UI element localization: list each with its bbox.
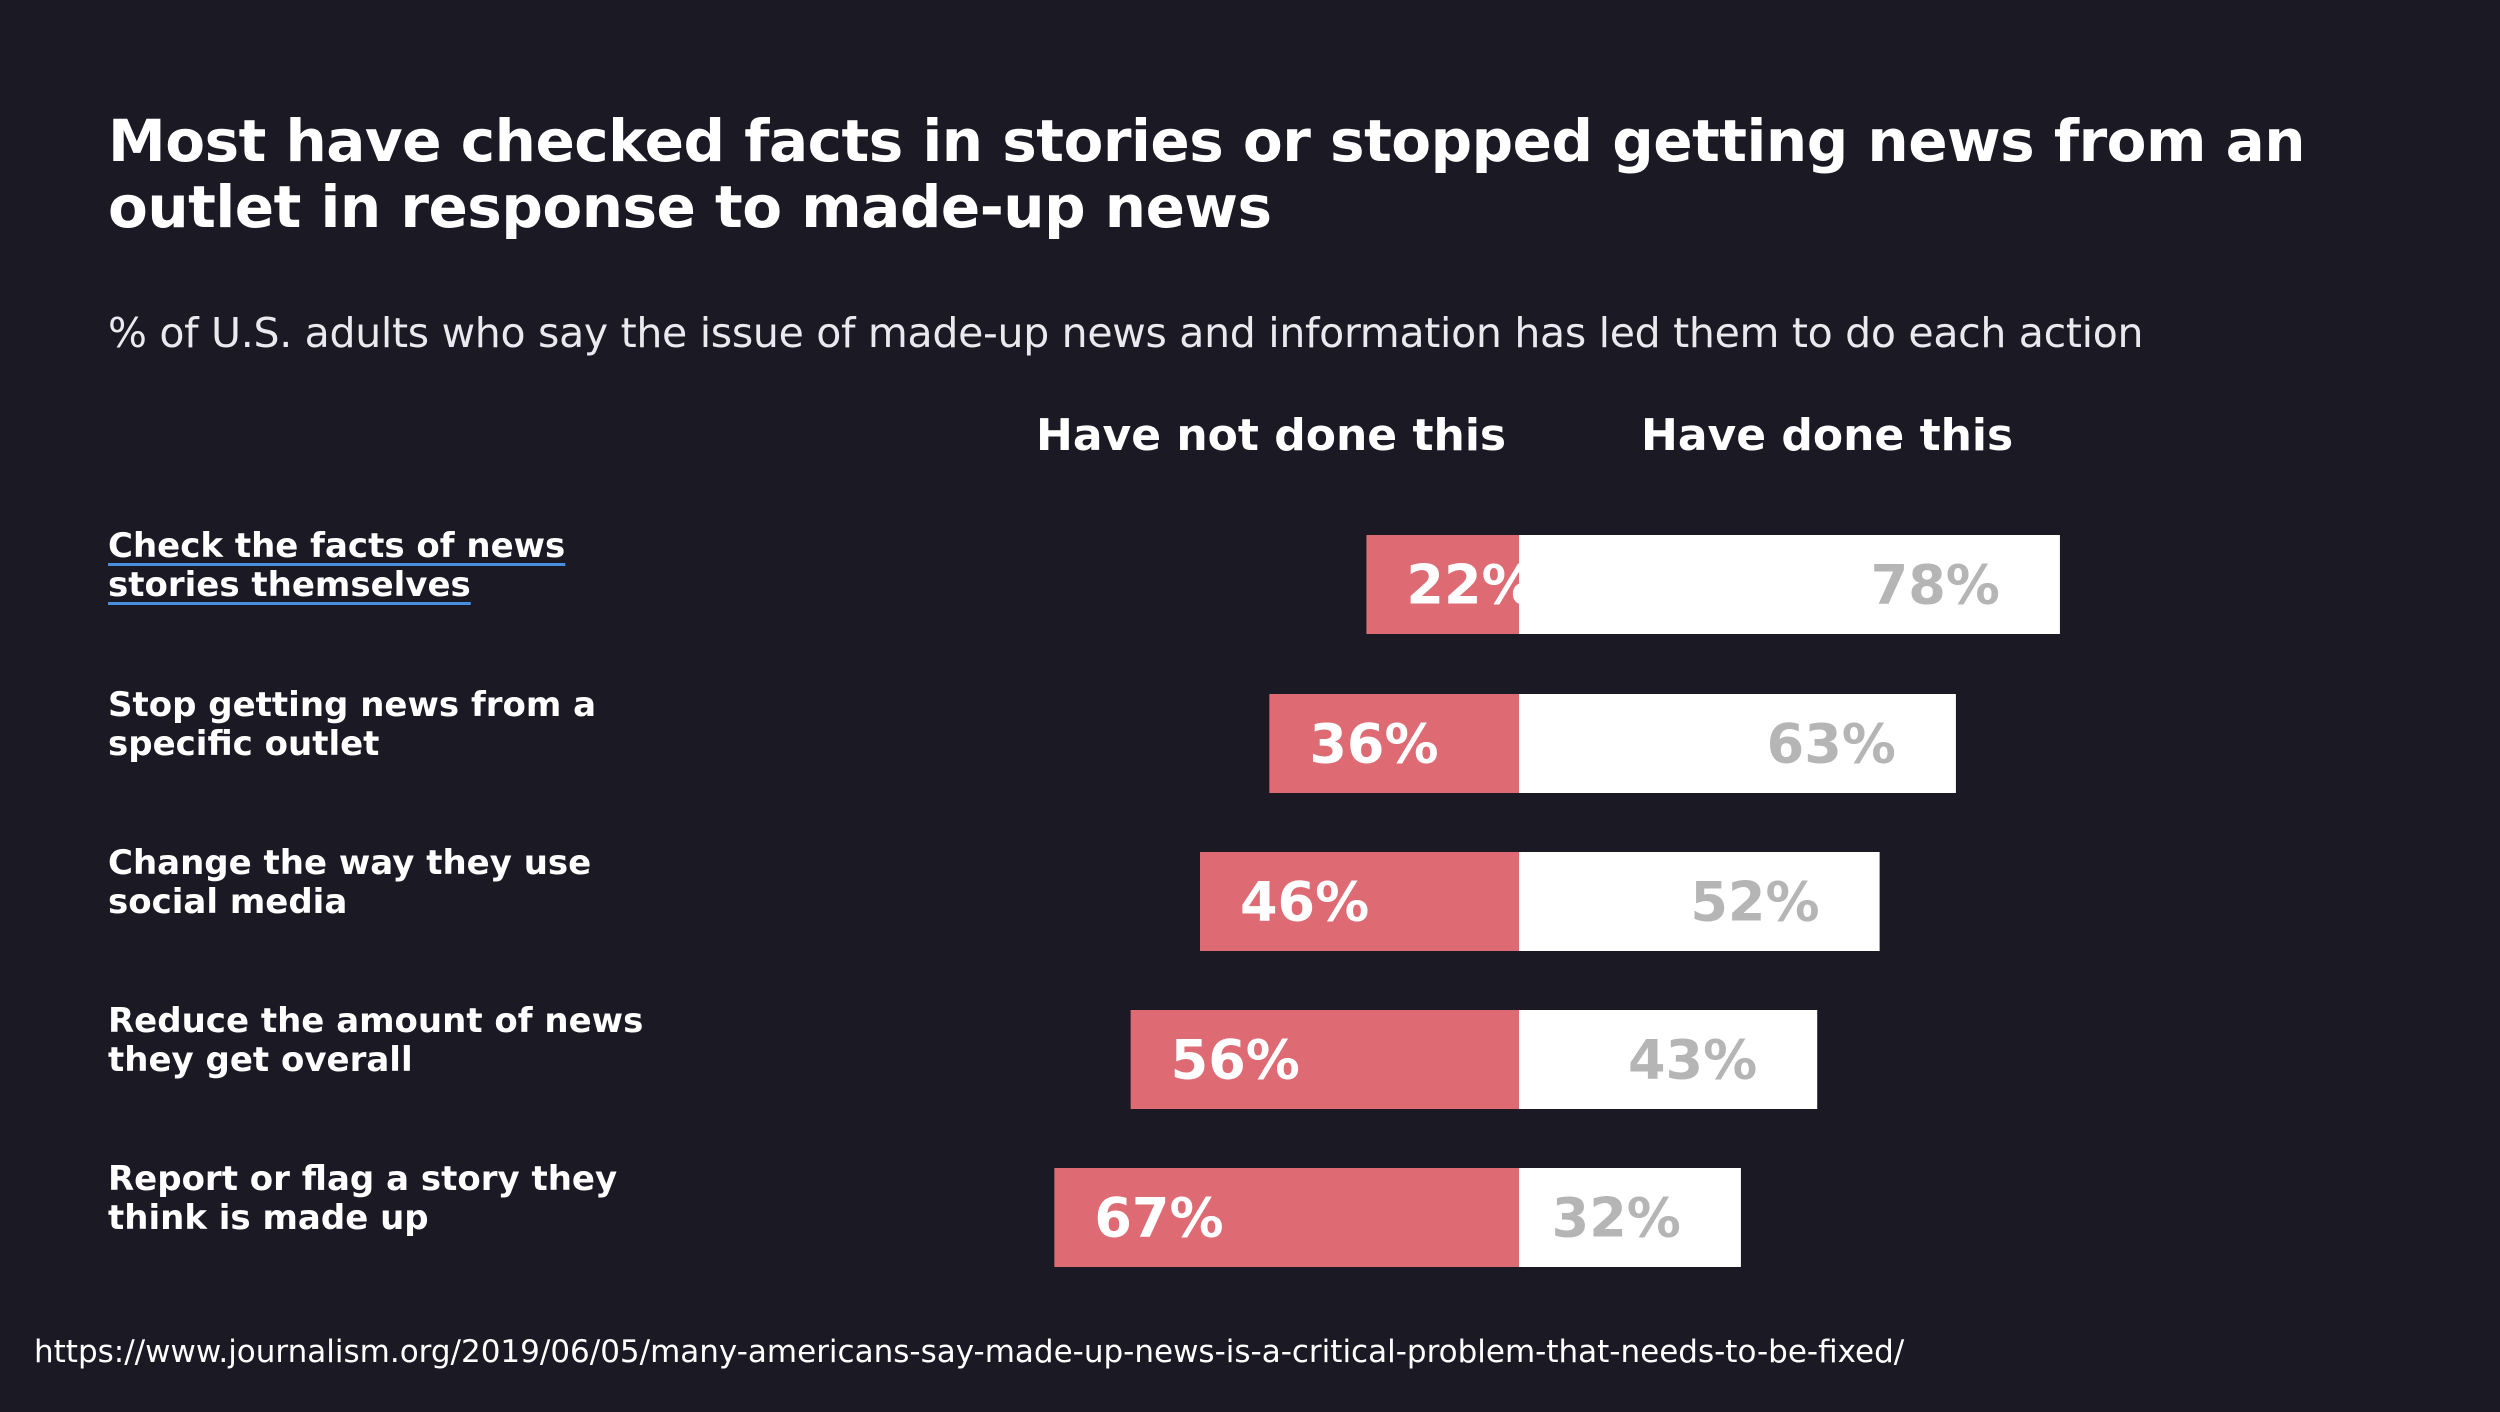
bar-done bbox=[1519, 1010, 1818, 1109]
bar-done bbox=[1519, 535, 2060, 634]
row-label-check-facts[interactable]: Check the facts of news stories themselv… bbox=[108, 526, 566, 605]
bar-row: 46% 52% bbox=[1199, 852, 1880, 951]
value-label-not-done: 56% bbox=[1171, 1029, 1300, 1092]
value-label-not-done: 46% bbox=[1240, 871, 1369, 934]
bar-not-done bbox=[1366, 535, 1519, 634]
bar-not-done bbox=[1269, 694, 1519, 793]
bar-not-done bbox=[1130, 1010, 1519, 1109]
row-label-stop-outlet: Stop getting news from a specific outlet bbox=[108, 685, 597, 764]
bar-row: 56% 43% bbox=[1130, 1010, 1818, 1109]
row-label-reduce-news: Reduce the amount of news they get overa… bbox=[108, 1001, 644, 1080]
header-not-done: Have not done this bbox=[1036, 410, 1507, 461]
bar-row: 36% 63% bbox=[1269, 694, 1956, 793]
value-label-done: 32% bbox=[1552, 1187, 1681, 1250]
chart-subtitle: % of U.S. adults who say the issue of ma… bbox=[108, 309, 2144, 357]
chart-title: Most have checked facts in stories or st… bbox=[108, 107, 2306, 241]
value-label-done: 63% bbox=[1767, 713, 1896, 776]
source-url[interactable]: https://www.journalism.org/2019/06/05/ma… bbox=[34, 1334, 1905, 1370]
value-label-not-done: 36% bbox=[1309, 713, 1438, 776]
header-done: Have done this bbox=[1641, 410, 2014, 461]
value-label-done: 78% bbox=[1871, 554, 2000, 617]
bar-not-done bbox=[1199, 852, 1519, 951]
value-label-not-done: 22% bbox=[1406, 554, 1535, 617]
bar-done bbox=[1519, 694, 1956, 793]
bar-row: 22% 78% bbox=[1366, 535, 2060, 634]
value-label-not-done: 67% bbox=[1094, 1187, 1223, 1250]
value-label-done: 52% bbox=[1690, 871, 1819, 934]
row-label-report-flag: Report or flag a story they think is mad… bbox=[108, 1159, 618, 1238]
bar-done bbox=[1519, 1168, 1741, 1267]
value-label-done: 43% bbox=[1628, 1029, 1757, 1092]
bar-row: 67% 32% bbox=[1054, 1168, 1741, 1267]
bar-not-done bbox=[1054, 1168, 1519, 1267]
row-label-social-media: Change the way they use social media bbox=[108, 843, 592, 922]
bar-done bbox=[1519, 852, 1880, 951]
